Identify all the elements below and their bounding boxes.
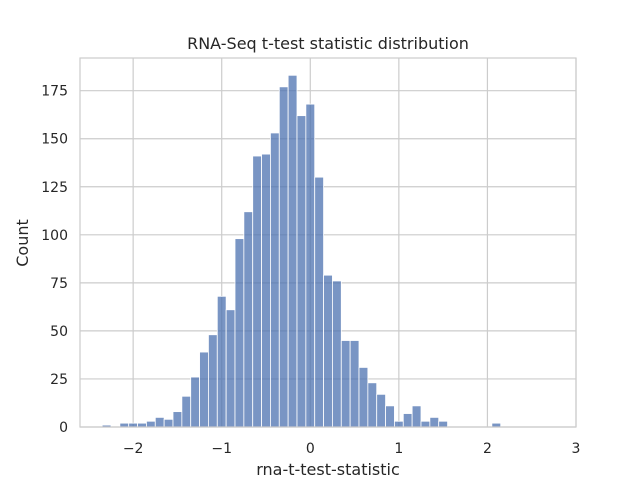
histogram-bar <box>199 351 209 428</box>
histogram-bar <box>216 295 227 428</box>
x-tick-labels: −2 −1 0 1 2 3 <box>123 441 581 457</box>
histogram-bar <box>208 334 218 428</box>
histogram-bar <box>278 86 289 428</box>
histogram-bar <box>385 405 395 428</box>
histogram-bar <box>340 340 351 428</box>
histogram-bar <box>429 416 440 428</box>
histogram-bar <box>146 420 156 428</box>
x-axis-label: rna-t-test-statistic <box>256 460 400 479</box>
histogram-bar <box>376 393 386 428</box>
y-axis-label: Count <box>13 219 32 267</box>
histogram-bar <box>234 238 245 428</box>
histogram-bar <box>305 103 316 428</box>
histogram-bar <box>154 416 165 428</box>
histogram-bar <box>261 153 271 428</box>
histogram-bar <box>225 309 236 428</box>
x-tick-label: 0 <box>306 441 315 457</box>
y-tick-label: 100 <box>41 228 68 244</box>
histogram-bar <box>270 132 280 428</box>
histogram-bar <box>394 420 404 428</box>
histogram-bar <box>163 418 174 428</box>
y-tick-labels: 0 25 50 75 100 125 150 175 <box>41 84 68 436</box>
x-tick-label: 3 <box>572 441 581 457</box>
histogram-bar <box>402 413 413 428</box>
histogram-bar <box>323 274 333 428</box>
x-tick-label: −2 <box>123 441 144 457</box>
y-tick-label: 150 <box>41 132 68 148</box>
x-tick-label: 1 <box>394 441 403 457</box>
histogram-bar <box>296 115 307 428</box>
histogram-bar <box>190 376 200 428</box>
bars <box>101 74 502 428</box>
y-tick-label: 175 <box>41 84 68 100</box>
histogram-bar <box>181 395 192 428</box>
y-tick-label: 125 <box>41 180 68 196</box>
histogram-bar <box>367 382 378 428</box>
chart-title: RNA-Seq t-test statistic distribution <box>187 34 469 53</box>
histogram-bar <box>252 155 262 428</box>
x-tick-label: −1 <box>211 441 232 457</box>
y-tick-label: 75 <box>50 276 68 292</box>
y-tick-label: 25 <box>50 372 68 388</box>
y-tick-label: 50 <box>50 324 68 340</box>
histogram-bar <box>287 74 298 428</box>
histogram-bar <box>420 420 431 428</box>
histogram-bar <box>172 411 183 428</box>
histogram-bar <box>314 176 324 428</box>
histogram-bar <box>349 340 360 428</box>
histogram-bar <box>332 280 342 428</box>
histogram-bar <box>243 211 254 428</box>
plot-frame <box>79 57 577 428</box>
y-tick-label: 0 <box>59 420 68 436</box>
histogram-bar <box>358 367 369 428</box>
histogram-bar <box>438 420 448 428</box>
histogram-bar <box>411 405 422 428</box>
x-tick-label: 2 <box>483 441 492 457</box>
